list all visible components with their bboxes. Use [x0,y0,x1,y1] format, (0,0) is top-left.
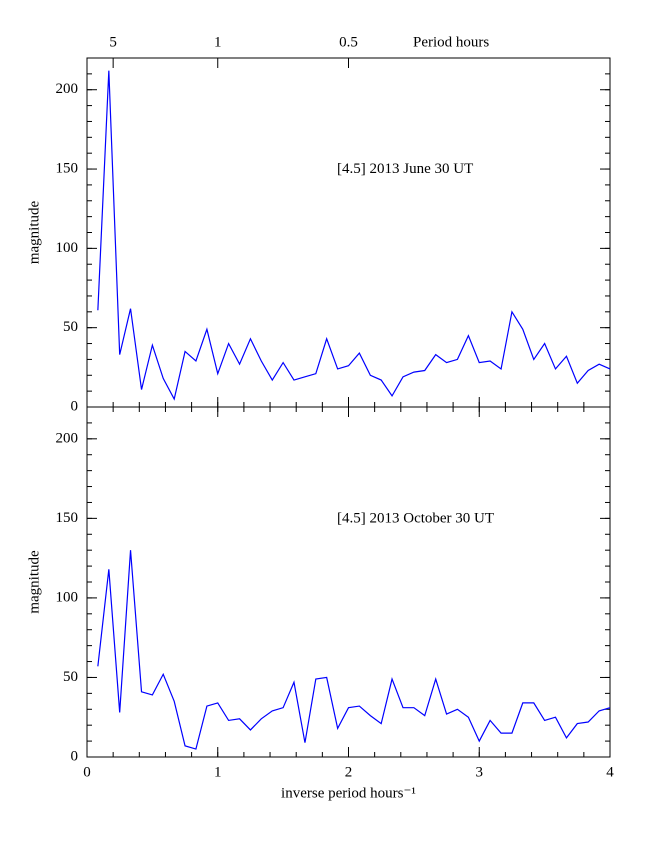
y-tick-label: 0 [71,748,79,764]
x-tick-label: 3 [476,764,484,780]
x-tick-label: 1 [214,764,222,780]
y-axis-label: magnitude [26,201,42,265]
y-tick-label: 200 [56,81,79,97]
y-tick-label: 150 [56,510,79,526]
x-tick-label: 2 [345,764,353,780]
x-tick-label: 4 [606,764,614,780]
x-axis-label: inverse period hours⁻¹ [281,785,416,801]
y-tick-label: 50 [63,669,78,685]
y-tick-label: 100 [56,589,79,605]
y-tick-label: 0 [71,398,79,414]
x2-tick-label: 1 [214,34,222,50]
annotation: [4.5] 2013 June 30 UT [337,161,473,177]
data-line [97,70,611,401]
data-line [97,550,611,750]
y-tick-label: 150 [56,160,79,176]
y-tick-label: 100 [56,240,79,256]
plot-frame [86,406,611,758]
x2-tick-label: 0.5 [339,34,358,50]
annotation: [4.5] 2013 October 30 UT [337,510,494,526]
y-tick-label: 200 [56,430,79,446]
y-axis-label: magnitude [26,550,42,614]
y-tick-label: 50 [63,319,78,335]
x-tick-label: 0 [83,764,91,780]
x2-axis-label: Period hours [413,34,489,50]
x2-tick-label: 5 [109,34,117,50]
